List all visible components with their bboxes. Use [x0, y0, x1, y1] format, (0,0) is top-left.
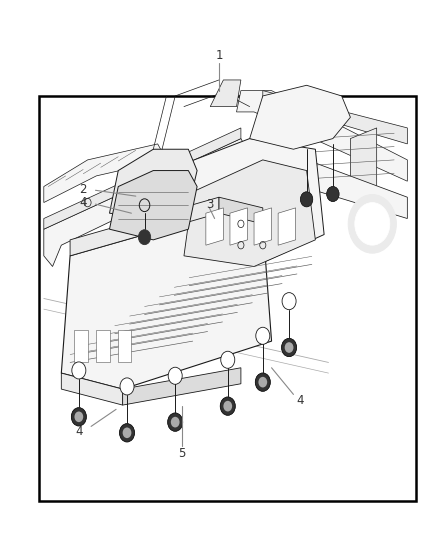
Circle shape: [72, 362, 86, 379]
Text: 3: 3: [206, 198, 213, 211]
Polygon shape: [74, 330, 88, 362]
Circle shape: [71, 408, 86, 426]
Polygon shape: [123, 368, 241, 405]
Polygon shape: [70, 197, 219, 256]
Bar: [39, 96, 416, 501]
Polygon shape: [44, 144, 166, 203]
Circle shape: [255, 373, 270, 391]
Polygon shape: [118, 330, 131, 362]
Polygon shape: [96, 330, 110, 362]
Text: 5: 5: [178, 447, 185, 459]
Circle shape: [282, 293, 296, 310]
Polygon shape: [61, 213, 272, 389]
Circle shape: [221, 351, 235, 368]
Circle shape: [138, 230, 151, 245]
Circle shape: [285, 342, 293, 353]
Text: 4: 4: [296, 394, 304, 407]
Polygon shape: [254, 208, 272, 245]
Circle shape: [74, 411, 83, 422]
Circle shape: [300, 192, 313, 207]
Circle shape: [282, 338, 297, 357]
Circle shape: [220, 397, 235, 415]
Circle shape: [327, 187, 339, 201]
Polygon shape: [158, 139, 324, 272]
Circle shape: [168, 413, 183, 431]
Polygon shape: [110, 149, 197, 219]
Text: 4: 4: [75, 425, 83, 438]
Circle shape: [256, 327, 270, 344]
Polygon shape: [263, 91, 407, 144]
Circle shape: [223, 401, 232, 411]
Circle shape: [355, 203, 390, 245]
Polygon shape: [250, 85, 350, 149]
Polygon shape: [206, 208, 223, 245]
Polygon shape: [237, 91, 407, 181]
Polygon shape: [219, 197, 263, 224]
Text: 2: 2: [79, 183, 87, 196]
Polygon shape: [44, 139, 250, 266]
Circle shape: [168, 367, 182, 384]
Polygon shape: [44, 128, 241, 229]
Text: 4: 4: [79, 196, 87, 209]
Circle shape: [171, 417, 180, 427]
Polygon shape: [350, 128, 377, 197]
Polygon shape: [278, 208, 296, 245]
Circle shape: [123, 427, 131, 438]
Circle shape: [120, 424, 134, 442]
Circle shape: [348, 195, 396, 253]
Polygon shape: [110, 171, 197, 240]
Circle shape: [120, 378, 134, 395]
Polygon shape: [230, 208, 247, 245]
Polygon shape: [184, 160, 315, 266]
Text: 1: 1: [215, 49, 223, 62]
Polygon shape: [241, 139, 407, 219]
Polygon shape: [61, 373, 123, 405]
Polygon shape: [210, 80, 241, 107]
Circle shape: [258, 377, 267, 387]
